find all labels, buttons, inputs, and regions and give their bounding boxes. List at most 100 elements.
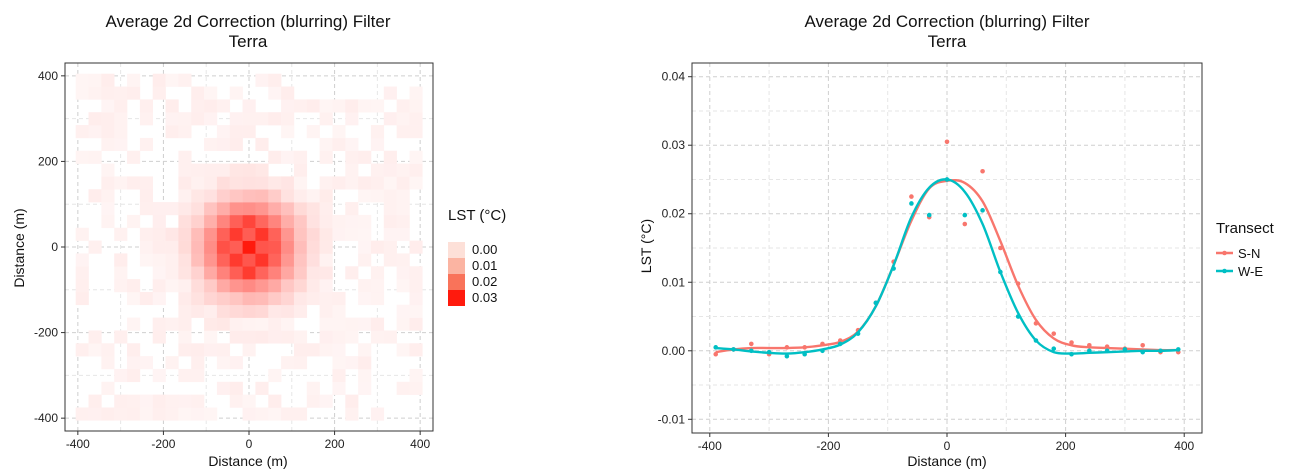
- heatmap-cell: [152, 240, 166, 254]
- heatmap-cell: [409, 99, 423, 113]
- heatmap-cell: [319, 330, 333, 344]
- heatmap-cell: [114, 176, 128, 190]
- heatmap-cell: [88, 189, 102, 203]
- heatmap-legend-label: 0.01: [472, 258, 497, 273]
- heatmap-cell: [139, 253, 154, 267]
- heatmap-cell: [370, 330, 385, 344]
- heatmap-cell: [139, 356, 154, 370]
- heatmap-cell: [75, 73, 89, 87]
- line-chart-y-axis-label: LST (°C): [638, 219, 654, 273]
- heatmap-cell: [306, 343, 320, 357]
- heatmap-cell: [178, 227, 192, 241]
- heatmap-cell: [127, 368, 141, 383]
- heatmap-cell: [139, 176, 154, 190]
- heatmap-cell: [281, 330, 295, 344]
- heatmap-cell: [268, 73, 282, 87]
- heatmap-cell: [229, 240, 243, 254]
- heatmap-cell: [178, 291, 192, 306]
- heatmap-cell: [345, 163, 359, 177]
- heatmap-x-tick-label: 0: [246, 437, 253, 451]
- heatmap-cell: [139, 407, 154, 421]
- heatmap-cell: [75, 125, 89, 139]
- heatmap-cell: [358, 99, 372, 113]
- heatmap-cell: [281, 266, 295, 280]
- heatmap-cell: [229, 317, 243, 331]
- heatmap-cell: [255, 202, 269, 216]
- heatmap-cell: [293, 343, 308, 357]
- heatmap-cell: [345, 137, 359, 152]
- line-chart-y-tick-label: -0.01: [658, 412, 686, 426]
- heatmap-cell: [409, 368, 423, 383]
- heatmap-cell: [191, 86, 205, 100]
- heatmap-cell: [75, 266, 89, 280]
- heatmap-cell: [319, 291, 333, 306]
- heatmap-cell: [306, 214, 320, 229]
- heatmap-cell: [75, 227, 89, 241]
- heatmap-cell: [281, 176, 295, 190]
- heatmap-cell: [281, 304, 295, 318]
- heatmap-cell: [396, 381, 410, 395]
- series-w-e-point: [1015, 314, 1021, 319]
- heatmap-cell: [216, 304, 231, 318]
- heatmap-cell: [178, 394, 192, 408]
- heatmap-cell: [255, 176, 269, 190]
- heatmap-cell: [255, 304, 269, 318]
- heatmap-cell: [88, 150, 102, 164]
- heatmap-cell: [396, 202, 410, 216]
- heatmap-cell: [306, 189, 320, 203]
- heatmap-cell: [370, 125, 385, 139]
- heatmap-cell: [409, 112, 423, 126]
- heatmap-legend-title: LST (°C): [448, 207, 506, 224]
- heatmap-cell: [75, 279, 89, 293]
- heatmap-cell: [383, 240, 397, 254]
- heatmap-cell: [127, 343, 141, 357]
- heatmap-cell: [383, 202, 397, 216]
- heatmap-cell: [255, 163, 269, 177]
- heatmap-cell: [332, 343, 346, 357]
- series-w-e-point: [1104, 348, 1110, 354]
- line-chart-legend: Transect S-N W-E: [1216, 220, 1275, 279]
- heatmap-cell: [101, 176, 115, 190]
- heatmap-title: Average 2d Correction (blurring) Filter: [105, 12, 390, 31]
- heatmap-cell: [165, 112, 179, 126]
- heatmap-cell: [114, 86, 128, 100]
- series-w-e-point: [944, 177, 950, 182]
- heatmap-cell: [88, 86, 102, 100]
- heatmap-cell: [204, 189, 218, 203]
- heatmap-cell: [242, 407, 256, 421]
- heatmap-cell: [139, 291, 154, 306]
- heatmap-cell: [293, 356, 308, 370]
- heatmap-cell: [319, 227, 333, 241]
- heatmap-cell: [204, 214, 218, 229]
- heatmap-cell: [114, 368, 128, 383]
- heatmap-cell: [293, 407, 308, 421]
- heatmap-cell: [114, 137, 128, 152]
- heatmap-cell: [358, 227, 372, 241]
- heatmap-cell: [101, 86, 115, 100]
- line-chart-x-tick-label: 400: [1174, 439, 1194, 453]
- heatmap-cell: [293, 266, 308, 280]
- heatmap-cell: [358, 253, 372, 267]
- heatmap-cell: [114, 266, 128, 280]
- series-s-n-point: [1033, 321, 1039, 326]
- heatmap-cell: [191, 112, 205, 126]
- heatmap-cell: [319, 150, 333, 164]
- heatmap-cell: [358, 214, 372, 229]
- heatmap-cell: [242, 189, 256, 203]
- heatmap-x-tick-label: 400: [410, 437, 430, 451]
- heatmap-cell: [281, 150, 295, 164]
- heatmap-cell: [281, 202, 295, 216]
- heatmap-cell: [242, 291, 256, 306]
- heatmap-cell: [139, 202, 154, 216]
- heatmap-cell: [242, 394, 256, 408]
- heatmap-cell: [319, 99, 333, 113]
- heatmap-cell: [306, 253, 320, 267]
- heatmap-cell: [191, 368, 205, 383]
- heatmap-cell: [191, 394, 205, 408]
- heatmap-cell: [216, 163, 231, 177]
- heatmap-cell: [88, 125, 102, 139]
- line-chart-y-tick-label: 0.03: [662, 138, 686, 152]
- heatmap-cell: [75, 150, 89, 164]
- heatmap-cell: [345, 330, 359, 344]
- heatmap-cell: [319, 394, 333, 408]
